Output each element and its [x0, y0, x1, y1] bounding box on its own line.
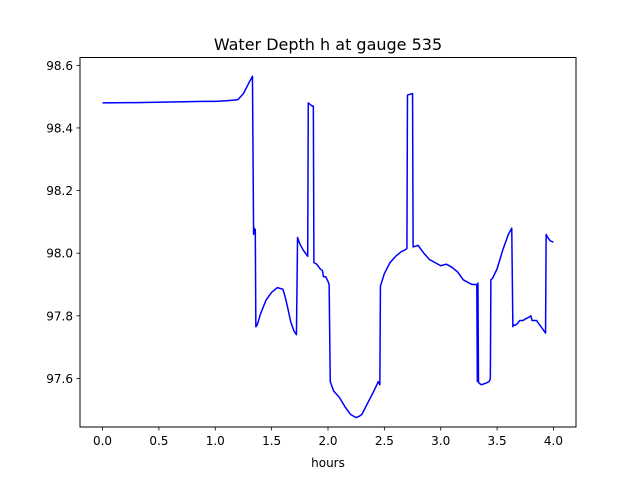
x-tick-label: 4.0 — [544, 434, 563, 448]
x-axis-label: hours — [311, 456, 345, 470]
x-axis: 0.0 0.5 1.0 1.5 2.0 2.5 3.0 3.5 4.0 — [93, 427, 563, 448]
axes-frame — [79, 57, 577, 428]
x-tick-label: 0.5 — [149, 434, 168, 448]
x-tick-label: 3.0 — [431, 434, 450, 448]
x-tick-label: 2.5 — [375, 434, 394, 448]
y-tick-label: 97.6 — [46, 372, 73, 386]
plot-area — [102, 75, 554, 419]
series-line-0 — [102, 75, 554, 419]
y-tick-label: 98.0 — [46, 247, 73, 261]
x-tick-label: 1.0 — [206, 434, 225, 448]
y-tick-label: 97.8 — [46, 309, 73, 323]
x-tick-label: 2.0 — [318, 434, 337, 448]
x-tick-label: 1.5 — [262, 434, 281, 448]
y-tick-label: 98.2 — [46, 184, 73, 198]
y-tick-label: 98.4 — [46, 121, 73, 135]
y-tick-label: 98.6 — [46, 59, 73, 73]
chart-title: Water Depth h at gauge 535 — [214, 35, 442, 54]
y-axis: 97.6 97.8 98.0 98.2 98.4 98.6 — [46, 59, 80, 386]
x-tick-label: 3.5 — [488, 434, 507, 448]
x-tick-label: 0.0 — [93, 434, 112, 448]
